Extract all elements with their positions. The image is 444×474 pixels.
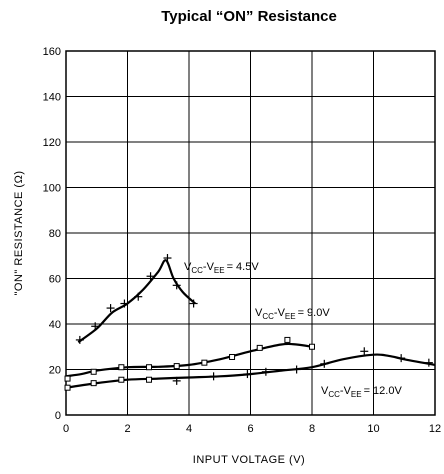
x-axis-label: INPUT VOLTAGE (V) [193,454,305,466]
data-point-plus [292,365,301,374]
data-point-plus [209,372,218,381]
data-point-plus [189,299,198,308]
data-point-plus [360,347,369,356]
y-tick-label: 160 [43,46,61,58]
series-1 [64,336,315,382]
grid [66,51,435,415]
data-point-plus [91,322,100,331]
y-tick-label: 120 [43,137,61,149]
x-tick-label: 2 [124,423,130,435]
series-0 [75,254,198,344]
data-point-plus [134,292,143,301]
data-point-square [201,359,208,366]
series-line [77,259,196,344]
annotation-4-5v: VCC-VEE = 4.5V [184,261,259,275]
data-point-square [64,375,71,382]
annotation-12-0v: VCC-VEE = 12.0V [321,385,402,399]
y-tick-label: 40 [49,319,61,331]
y-tick-label: 0 [55,410,61,422]
data-point-plus [75,335,84,344]
series-group [64,254,436,391]
data-point-plus [106,304,115,313]
y-tick-label: 60 [49,274,61,286]
series-2 [64,347,436,391]
data-point-square [90,368,97,375]
data-point-square [146,376,153,383]
data-point-square [146,364,153,371]
x-tick-label: 0 [63,423,69,435]
data-point-plus [146,272,155,281]
chart-title: Typical “ON” Resistance [161,8,337,25]
y-tick-label: 100 [43,183,61,195]
data-point-square [173,363,180,370]
data-point-plus [424,358,433,367]
x-tick-label: 10 [367,423,379,435]
data-point-plus [261,367,270,376]
data-point-square [64,384,71,391]
x-tick-label: 4 [186,423,192,435]
x-tick-label: 12 [429,423,441,435]
x-tick-label: 8 [309,423,315,435]
data-point-plus [320,359,329,368]
data-point-plus [172,281,181,290]
x-tick-label: 6 [247,423,253,435]
y-tick-label: 140 [43,92,61,104]
annotation-9-0v: VCC-VEE = 9.0V [255,307,330,321]
data-point-square [229,353,236,360]
data-point-plus [163,254,172,263]
data-point-plus [397,354,406,363]
data-point-plus [120,299,129,308]
data-point-square [309,343,315,350]
data-point-square [118,376,125,383]
y-tick-label: 20 [49,365,61,377]
data-point-square [90,380,97,387]
y-tick-label: 80 [49,228,61,240]
data-point-square [256,344,263,351]
data-point-square [118,364,125,371]
data-point-square [284,336,291,343]
y-axis-label: "ON" RESISTANCE (Ω) [13,171,25,296]
data-point-plus [243,370,252,379]
data-point-plus [172,376,181,385]
